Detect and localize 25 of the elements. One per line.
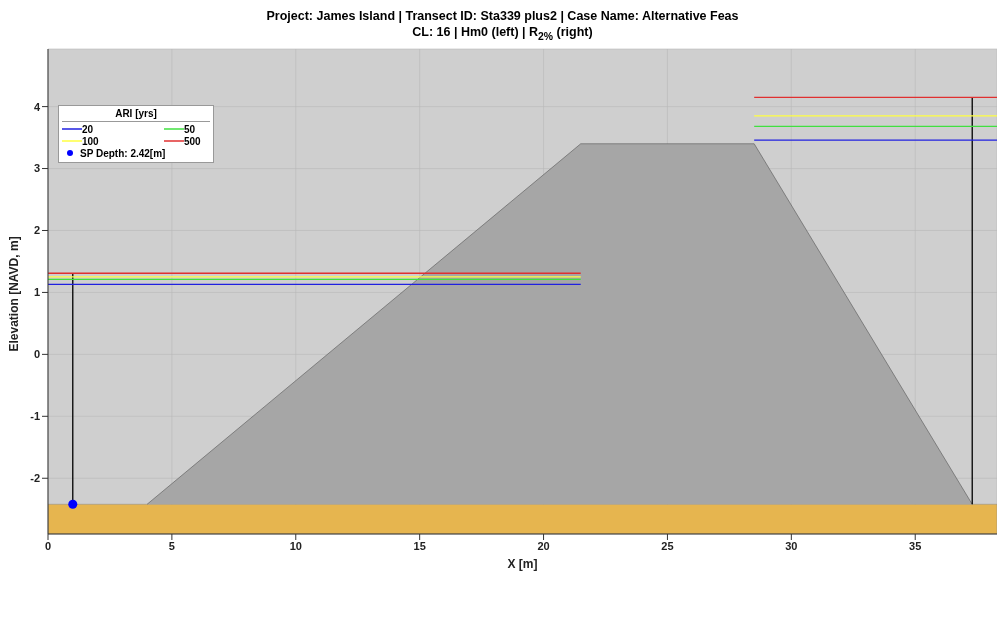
legend-title: ARI [yrs] xyxy=(114,106,158,121)
y-tick-label: 1 xyxy=(33,285,40,298)
y-tick-label: 2 xyxy=(33,223,40,236)
chart-subtitle: CL: 16 | Hm0 (left) | R$_{2%}$ (right) xyxy=(411,24,594,44)
x-tick-label: 35 xyxy=(909,539,922,552)
x-tick-label: 15 xyxy=(413,539,426,552)
legend-label: SP Depth: 2.42[m] xyxy=(80,147,166,159)
chart-title: Project: James Island | Transect ID: Sta339 plus2 | Case Name: Alternative Feas xyxy=(265,8,740,24)
y-tick-label: -1 xyxy=(30,409,40,422)
x-tick-label: 10 xyxy=(289,539,302,552)
y-tick-label: 4 xyxy=(33,100,41,113)
x-tick-label: 5 xyxy=(168,539,175,552)
x-tick-label: 30 xyxy=(785,539,798,552)
y-tick-label: 3 xyxy=(33,161,40,174)
y-tick-label: 0 xyxy=(33,347,40,360)
y-axis-title: Elevation [NAVD, m] xyxy=(7,235,22,351)
legend-label: 20 xyxy=(82,123,95,135)
legend-label: 500 xyxy=(184,135,202,147)
x-tick-label: 20 xyxy=(537,539,550,552)
x-tick-label: 0 xyxy=(44,539,52,552)
x-axis-title: X [m] xyxy=(507,556,538,571)
y-tick-label: -2 xyxy=(30,471,40,484)
legend-label: 50 xyxy=(184,123,197,135)
x-tick-label: 25 xyxy=(661,539,674,552)
legend-label: 100 xyxy=(82,135,100,147)
